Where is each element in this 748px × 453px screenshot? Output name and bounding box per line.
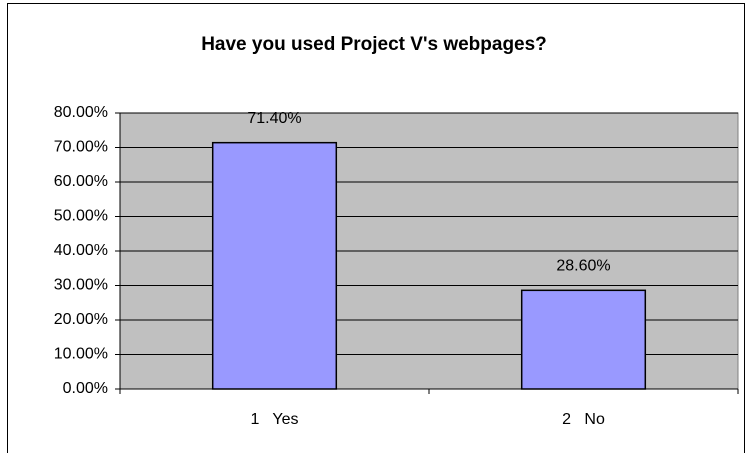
bar (520, 289, 647, 390)
y-tick-label: 70.00% (54, 139, 108, 156)
bar (211, 141, 338, 390)
y-tick-label: 10.00% (54, 346, 108, 363)
x-tick-label: 2 No (562, 411, 605, 428)
data-label: 71.40% (247, 110, 301, 127)
data-label: 28.60% (556, 258, 610, 275)
y-tick-label: 60.00% (54, 173, 108, 190)
y-tick-label: 0.00% (63, 380, 108, 397)
x-tick-label: 1 Yes (250, 411, 298, 428)
y-tick-label: 20.00% (54, 311, 108, 328)
y-tick-label: 80.00% (54, 104, 108, 121)
y-tick-label: 50.00% (54, 208, 108, 225)
y-tick-label: 40.00% (54, 242, 108, 259)
chart-title: Have you used Project V's webpages? (201, 34, 547, 55)
y-tick-label: 30.00% (54, 277, 108, 294)
